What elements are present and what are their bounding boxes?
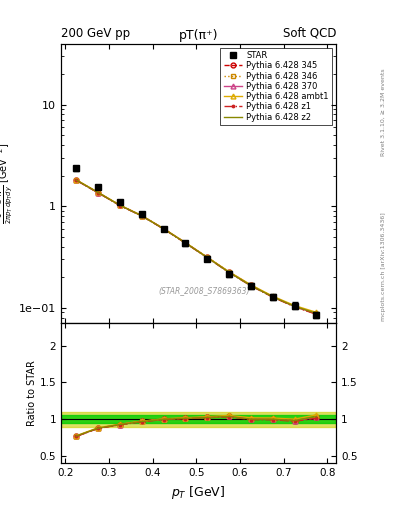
Pythia 6.428 345 <box>205 254 209 261</box>
Pythia 6.428 370 <box>270 294 275 300</box>
Pythia 6.428 ambt1 <box>270 293 275 299</box>
Pythia 6.428 z2 <box>248 283 253 289</box>
Pythia 6.428 ambt1 <box>227 269 231 275</box>
Pythia 6.428 346 <box>140 212 144 219</box>
Pythia 6.428 z2 <box>118 202 122 208</box>
Pythia 6.428 370 <box>205 254 209 261</box>
Line: Pythia 6.428 z2: Pythia 6.428 z2 <box>76 180 316 313</box>
Pythia 6.428 z1 <box>183 240 188 246</box>
Pythia 6.428 ambt1 <box>248 282 253 288</box>
Pythia 6.428 370 <box>227 269 231 275</box>
Pythia 6.428 346 <box>227 269 231 275</box>
Pythia 6.428 346 <box>205 254 209 261</box>
Y-axis label: Ratio to STAR: Ratio to STAR <box>27 360 37 426</box>
Line: Pythia 6.428 z1: Pythia 6.428 z1 <box>74 178 319 317</box>
Pythia 6.428 z1 <box>314 311 319 317</box>
Legend: STAR, Pythia 6.428 345, Pythia 6.428 346, Pythia 6.428 370, Pythia 6.428 ambt1, : STAR, Pythia 6.428 345, Pythia 6.428 346… <box>220 48 332 125</box>
Pythia 6.428 z2 <box>205 254 209 261</box>
Pythia 6.428 345 <box>227 269 231 275</box>
Pythia 6.428 370 <box>118 202 122 208</box>
Pythia 6.428 z1 <box>205 254 209 261</box>
Line: Pythia 6.428 345: Pythia 6.428 345 <box>74 178 319 316</box>
Pythia 6.428 z1 <box>292 304 297 310</box>
Pythia 6.428 346 <box>314 311 319 317</box>
Pythia 6.428 370 <box>140 212 144 219</box>
Text: (STAR_2008_S7869363): (STAR_2008_S7869363) <box>158 286 250 295</box>
Pythia 6.428 346 <box>95 189 100 196</box>
Pythia 6.428 z2 <box>161 226 166 232</box>
Pythia 6.428 345 <box>314 311 319 317</box>
Pythia 6.428 z2 <box>270 294 275 300</box>
Pythia 6.428 346 <box>74 177 79 183</box>
Pythia 6.428 370 <box>314 311 319 317</box>
Pythia 6.428 z1 <box>140 213 144 219</box>
Title: pT(π⁺): pT(π⁺) <box>179 29 218 42</box>
Pythia 6.428 z2 <box>314 310 319 316</box>
Pythia 6.428 345 <box>140 212 144 219</box>
Pythia 6.428 z2 <box>140 213 144 219</box>
Pythia 6.428 ambt1 <box>161 225 166 231</box>
Line: Pythia 6.428 346: Pythia 6.428 346 <box>74 178 319 316</box>
Pythia 6.428 345 <box>95 189 100 196</box>
Pythia 6.428 345 <box>118 202 122 208</box>
Pythia 6.428 z1 <box>248 283 253 289</box>
Text: 200 GeV pp: 200 GeV pp <box>61 27 130 40</box>
Pythia 6.428 ambt1 <box>74 177 79 183</box>
Pythia 6.428 346 <box>183 240 188 246</box>
Text: Rivet 3.1.10, ≥ 3.2M events: Rivet 3.1.10, ≥ 3.2M events <box>381 69 386 157</box>
Pythia 6.428 370 <box>183 240 188 246</box>
Bar <box>61 412 336 426</box>
X-axis label: $p_T$ [GeV]: $p_T$ [GeV] <box>171 484 226 501</box>
Pythia 6.428 ambt1 <box>183 240 188 246</box>
Pythia 6.428 z1 <box>74 177 79 183</box>
Pythia 6.428 370 <box>248 282 253 288</box>
Pythia 6.428 ambt1 <box>95 189 100 196</box>
Pythia 6.428 370 <box>74 177 79 183</box>
Pythia 6.428 ambt1 <box>205 254 209 260</box>
Bar <box>61 415 336 423</box>
Pythia 6.428 ambt1 <box>140 212 144 219</box>
Pythia 6.428 ambt1 <box>118 202 122 208</box>
Text: mcplots.cern.ch [arXiv:1306.3436]: mcplots.cern.ch [arXiv:1306.3436] <box>381 212 386 321</box>
Pythia 6.428 z2 <box>227 269 231 275</box>
Pythia 6.428 z1 <box>95 190 100 196</box>
Pythia 6.428 z2 <box>74 177 79 183</box>
Pythia 6.428 345 <box>270 294 275 300</box>
Pythia 6.428 z1 <box>161 226 166 232</box>
Pythia 6.428 345 <box>183 240 188 246</box>
Pythia 6.428 345 <box>74 177 79 183</box>
Pythia 6.428 346 <box>161 226 166 232</box>
Pythia 6.428 ambt1 <box>314 309 319 315</box>
Pythia 6.428 z1 <box>227 269 231 275</box>
Pythia 6.428 346 <box>270 294 275 300</box>
Pythia 6.428 z2 <box>292 303 297 309</box>
Pythia 6.428 ambt1 <box>292 303 297 309</box>
Pythia 6.428 346 <box>248 282 253 288</box>
Line: Pythia 6.428 ambt1: Pythia 6.428 ambt1 <box>74 177 319 315</box>
Pythia 6.428 345 <box>248 282 253 288</box>
Pythia 6.428 z1 <box>118 202 122 208</box>
Y-axis label: $\frac{1}{2\pi p_T}\frac{d^2N}{dp_T dy}$ [GeV$^{-2}$]: $\frac{1}{2\pi p_T}\frac{d^2N}{dp_T dy}$… <box>0 143 15 224</box>
Line: Pythia 6.428 370: Pythia 6.428 370 <box>74 178 319 316</box>
Text: Soft QCD: Soft QCD <box>283 27 336 40</box>
Pythia 6.428 z1 <box>270 294 275 300</box>
Pythia 6.428 346 <box>118 202 122 208</box>
Pythia 6.428 346 <box>292 303 297 309</box>
Pythia 6.428 370 <box>292 303 297 309</box>
Pythia 6.428 z2 <box>95 189 100 196</box>
Pythia 6.428 z2 <box>183 240 188 246</box>
Pythia 6.428 345 <box>292 303 297 309</box>
Pythia 6.428 370 <box>161 226 166 232</box>
Pythia 6.428 370 <box>95 189 100 196</box>
Pythia 6.428 345 <box>161 226 166 232</box>
